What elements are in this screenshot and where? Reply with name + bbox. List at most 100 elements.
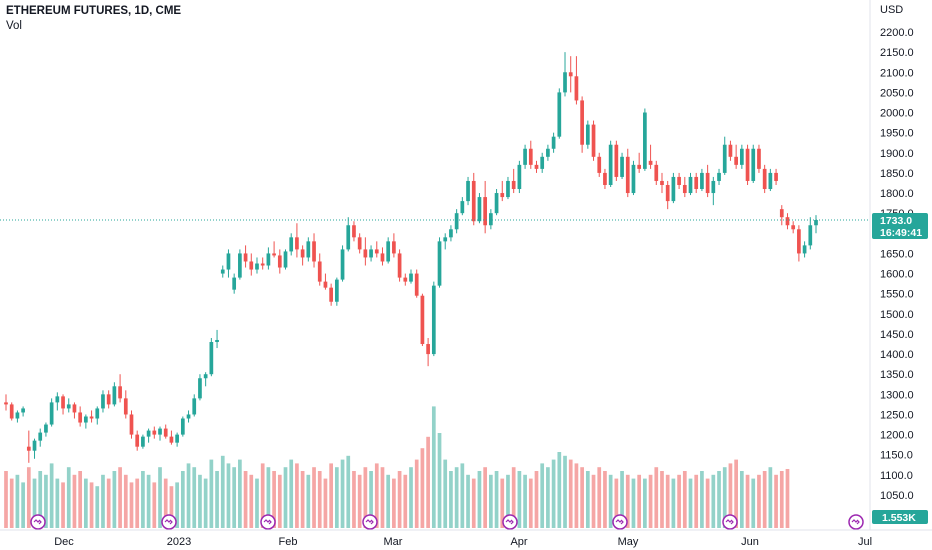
candle-body <box>9 404 14 419</box>
candle-body <box>352 225 356 238</box>
candle-body <box>32 440 37 451</box>
candle-body <box>682 184 687 194</box>
volume-bar <box>266 467 271 528</box>
candle-body <box>198 378 202 399</box>
candle-body <box>317 261 322 282</box>
volume-bar <box>500 478 505 528</box>
candle-body <box>112 386 117 405</box>
dividend-event-icon[interactable] <box>362 514 378 530</box>
volume-bar <box>363 467 368 528</box>
candle-body <box>779 209 784 218</box>
volume-value-label: 1.553K <box>882 512 916 524</box>
candle-body <box>55 396 60 403</box>
volume-bar <box>255 478 259 528</box>
dividend-event-icon[interactable] <box>722 514 738 530</box>
candle-body <box>369 249 373 258</box>
candle-body <box>158 428 162 435</box>
candle-body <box>648 160 653 165</box>
dividend-event-icon[interactable] <box>161 514 177 530</box>
price-tick-label: 1100.0 <box>880 470 913 482</box>
candle-body <box>266 253 271 266</box>
candle-body <box>454 213 459 230</box>
price-axis-ticks: 2200.0 2150.0 2100.0 2050.0 2000.0 1950.0 1900… <box>880 27 914 502</box>
volume-bar <box>66 467 71 528</box>
volume-bar <box>9 478 14 528</box>
volume-bar <box>471 478 476 528</box>
candle-body <box>500 193 505 198</box>
volume-bar <box>186 463 191 528</box>
volume-bar <box>620 471 624 528</box>
candle-body <box>580 100 584 145</box>
dividend-event-icon[interactable] <box>260 514 276 530</box>
volume-bar <box>317 471 322 528</box>
price-tick-label: 1350.0 <box>880 369 914 381</box>
chart-legend: ETHEREUM FUTURES, 1D, CME Vol <box>6 4 181 34</box>
candle-body <box>409 273 413 282</box>
volume-bar <box>511 467 516 528</box>
volume-bar <box>146 474 151 528</box>
candle-body <box>614 144 619 177</box>
candle-body <box>585 124 590 145</box>
volume-bar <box>175 482 179 528</box>
volume-bar <box>625 474 630 528</box>
candle-body <box>243 253 248 262</box>
volume-bar <box>574 463 579 528</box>
volume-bar <box>563 455 567 528</box>
price-tick-label: 2100.0 <box>880 67 914 79</box>
candle-body <box>471 180 476 222</box>
volume-bar <box>717 471 721 528</box>
candle-body <box>557 92 562 137</box>
volume-bar <box>152 482 157 528</box>
volume-bar <box>352 471 356 528</box>
candle-body <box>466 180 470 202</box>
volume-bar <box>420 448 425 528</box>
volume-bar <box>38 471 43 528</box>
price-tick-label: 1300.0 <box>880 389 914 401</box>
volume-bar <box>226 463 231 528</box>
volume-bar <box>209 459 214 528</box>
candle-body <box>705 172 710 194</box>
candle-body <box>397 253 402 278</box>
time-tick-label: 2023 <box>167 536 191 548</box>
volume-legend-label[interactable]: Vol <box>6 20 22 32</box>
candle-body <box>84 416 88 423</box>
volume-bar <box>357 474 362 528</box>
candle-body <box>643 112 647 169</box>
dividend-event-icon[interactable] <box>30 514 46 530</box>
volume-bar <box>409 467 413 528</box>
event-markers[interactable] <box>30 514 864 530</box>
candle-body <box>289 237 294 252</box>
volume-bar <box>671 478 676 528</box>
candle-body <box>751 148 756 181</box>
candle-body <box>745 148 750 181</box>
candle-body <box>443 237 448 242</box>
dividend-event-icon[interactable] <box>848 514 864 530</box>
candle-body <box>175 434 179 443</box>
volume-bar <box>682 471 687 528</box>
symbol-title[interactable]: ETHEREUM FUTURES, 1D, CME <box>6 5 182 17</box>
dividend-event-icon[interactable] <box>612 514 628 530</box>
volume-bar <box>506 474 510 528</box>
candle-body <box>477 197 482 222</box>
volume-bar <box>443 459 448 528</box>
candle-body <box>620 156 624 177</box>
volume-bar <box>591 474 596 528</box>
dividend-event-icon[interactable] <box>502 514 518 530</box>
volume-bar <box>779 471 784 528</box>
candle-body <box>78 412 83 423</box>
volume-bar <box>403 474 408 528</box>
candle-body <box>4 402 8 405</box>
volume-bar <box>277 474 282 528</box>
price-tick-label: 1400.0 <box>880 349 914 361</box>
volume-bar <box>534 471 539 528</box>
volume-bar <box>597 467 602 528</box>
candle-body <box>511 180 516 190</box>
volume-bar <box>55 478 60 528</box>
volume-bar <box>431 406 436 528</box>
candle-body <box>192 398 197 415</box>
volume-bar <box>414 459 419 528</box>
candle-body <box>540 156 545 169</box>
candle-body <box>15 412 20 419</box>
time-tick-label: Dec <box>54 536 74 548</box>
